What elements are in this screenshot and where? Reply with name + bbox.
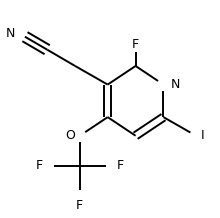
Text: F: F xyxy=(35,160,42,172)
Text: F: F xyxy=(117,160,124,172)
Text: N: N xyxy=(170,78,180,91)
Text: F: F xyxy=(76,199,83,211)
Text: I: I xyxy=(201,129,204,142)
Text: N: N xyxy=(5,27,15,40)
Text: F: F xyxy=(132,38,139,51)
Text: O: O xyxy=(65,129,75,142)
